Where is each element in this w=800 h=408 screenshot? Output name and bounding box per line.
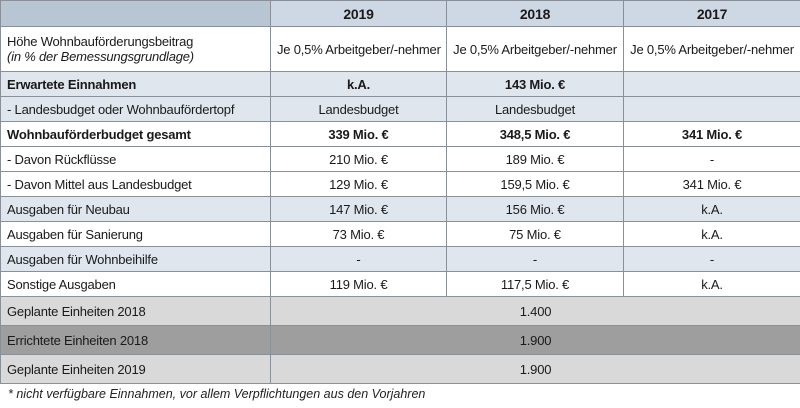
cell-2019: 129 Mio. € xyxy=(270,171,447,197)
row-label: - Landesbudget oder Wohnbaufördertopf xyxy=(0,96,271,122)
cell-2017: 341 Mio. € xyxy=(623,121,800,147)
cell-2019: 147 Mio. € xyxy=(270,196,447,222)
row-label: - Davon Rückflüsse xyxy=(0,146,271,172)
cell-2018: 156 Mio. € xyxy=(446,196,624,222)
cell-2019: - xyxy=(270,246,447,272)
merged-value-cell: 1.900 xyxy=(270,354,800,384)
cell-2019: 210 Mio. € xyxy=(270,146,447,172)
row-label: Ausgaben für Sanierung xyxy=(0,221,271,247)
cell-2017: - xyxy=(623,246,800,272)
cell-2017: - xyxy=(623,146,800,172)
cell-2019: 119 Mio. € xyxy=(270,271,447,297)
table-row-sanierung: Ausgaben für Sanierung 73 Mio. € 75 Mio.… xyxy=(0,221,800,247)
cell-2017: k.A. xyxy=(623,271,800,297)
row-label: - Davon Mittel aus Landesbudget xyxy=(0,171,271,197)
cell-2018: - xyxy=(446,246,624,272)
header-year-2018: 2018 xyxy=(446,0,624,27)
header-year-2017: 2017 xyxy=(623,0,800,27)
row-label-line2: (in % der Bemessungsgrundlage) xyxy=(7,49,194,64)
table-row-mittel: - Davon Mittel aus Landesbudget 129 Mio.… xyxy=(0,171,800,197)
table-row-beitrag: Höhe Wohnbauförderungsbeitrag (in % der … xyxy=(0,26,800,72)
cell-2019: Landesbudget xyxy=(270,96,447,122)
row-label: Geplante Einheiten 2019 xyxy=(0,354,271,384)
cell-2018: 75 Mio. € xyxy=(446,221,624,247)
cell-2017: Je 0,5% Arbeitgeber/-nehmer xyxy=(623,26,800,72)
row-label: Ausgaben für Wohnbeihilfe xyxy=(0,246,271,272)
cell-2019: 73 Mio. € xyxy=(270,221,447,247)
cell-2019: k.A. xyxy=(270,71,447,97)
cell-2018: 189 Mio. € xyxy=(446,146,624,172)
row-label: Wohnbauförderbudget gesamt xyxy=(0,121,271,147)
row-label: Errichtete Einheiten 2018 xyxy=(0,325,271,355)
table-row-errichtet-2018: Errichtete Einheiten 2018 1.900 xyxy=(0,325,800,355)
cell-2019: Je 0,5% Arbeitgeber/-nehmer xyxy=(270,26,447,72)
cell-2018: 348,5 Mio. € xyxy=(446,121,624,147)
cell-2017: k.A. xyxy=(623,221,800,247)
row-label: Erwartete Einnahmen xyxy=(0,71,271,97)
table-row-neubau: Ausgaben für Neubau 147 Mio. € 156 Mio. … xyxy=(0,196,800,222)
table-row-geplant-2018: Geplante Einheiten 2018 1.400 xyxy=(0,296,800,326)
cell-2017 xyxy=(623,96,800,122)
cell-2018: Landesbudget xyxy=(446,96,624,122)
row-label: Höhe Wohnbauförderungsbeitrag (in % der … xyxy=(0,26,271,72)
table-row-landesbudget: - Landesbudget oder Wohnbaufördertopf La… xyxy=(0,96,800,122)
cell-2017: k.A. xyxy=(623,196,800,222)
table-row-rueckfluesse: - Davon Rückflüsse 210 Mio. € 189 Mio. €… xyxy=(0,146,800,172)
cell-2017: 341 Mio. € xyxy=(623,171,800,197)
cell-2018: 117,5 Mio. € xyxy=(446,271,624,297)
cell-2018: 143 Mio. € xyxy=(446,71,624,97)
cell-2018: Je 0,5% Arbeitgeber/-nehmer xyxy=(446,26,624,72)
row-label: Ausgaben für Neubau xyxy=(0,196,271,222)
merged-value-cell: 1.400 xyxy=(270,296,800,326)
table-row-einnahmen: Erwartete Einnahmen k.A. 143 Mio. € xyxy=(0,71,800,97)
table-row-sonstige: Sonstige Ausgaben 119 Mio. € 117,5 Mio. … xyxy=(0,271,800,297)
cell-2019: 339 Mio. € xyxy=(270,121,447,147)
table-row-geplant-2019: Geplante Einheiten 2019 1.900 xyxy=(0,354,800,384)
merged-value-cell: 1.900 xyxy=(270,325,800,355)
cell-2018: 159,5 Mio. € xyxy=(446,171,624,197)
header-year-2019: 2019 xyxy=(270,0,447,27)
row-label-line1: Höhe Wohnbauförderungsbeitrag xyxy=(7,34,194,49)
housing-budget-table: 2019 2018 2017 Höhe Wohnbauförderungsbei… xyxy=(0,0,800,384)
cell-2017 xyxy=(623,71,800,97)
header-row: 2019 2018 2017 xyxy=(0,0,800,27)
row-label: Geplante Einheiten 2018 xyxy=(0,296,271,326)
footnote: * nicht verfügbare Einnahmen, vor allem … xyxy=(8,387,426,401)
header-corner-cell xyxy=(0,0,271,27)
row-label: Sonstige Ausgaben xyxy=(0,271,271,297)
table-row-beihilfe: Ausgaben für Wohnbeihilfe - - - xyxy=(0,246,800,272)
table-row-gesamt: Wohnbauförderbudget gesamt 339 Mio. € 34… xyxy=(0,121,800,147)
